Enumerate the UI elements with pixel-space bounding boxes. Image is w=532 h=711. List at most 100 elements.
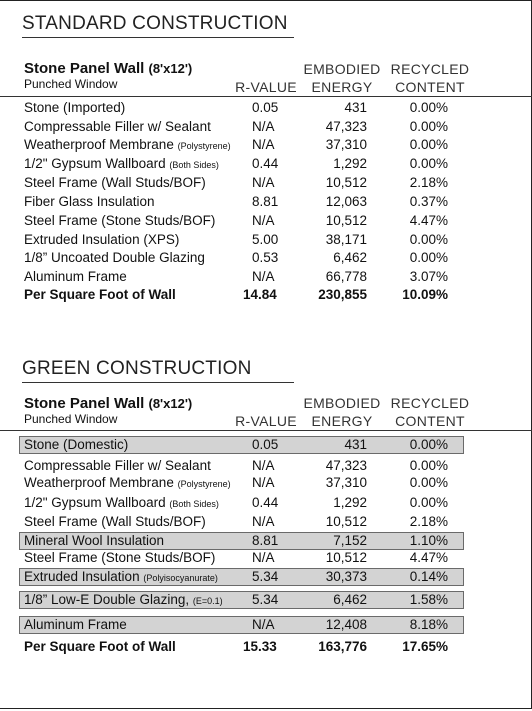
header-rule [0, 96, 532, 97]
highlight-band [19, 616, 464, 634]
highlight-band [19, 568, 464, 586]
table-row-highlighted: Stone (Domestic) 0.05 431 0.00% [0, 436, 532, 454]
table-row-highlighted: Mineral Wool Insulation 8.81 7,152 1.10% [0, 532, 532, 550]
material-name: Extruded Insulation (XPS) [24, 232, 180, 247]
col-header-rvalue: R-VALUE [235, 413, 297, 429]
embodied-energy: 10,512 [325, 175, 367, 190]
total-recycled-content: 10.09% [402, 287, 448, 302]
recycled-content: 0.37% [409, 194, 448, 209]
r-value: 0.44 [252, 156, 279, 171]
recycled-content: 0.00% [409, 495, 448, 510]
table-row: Stone (Imported) 0.05 431 0.00% [0, 99, 532, 117]
recycled-content: 0.00% [409, 232, 448, 247]
embodied-energy: 10,512 [325, 550, 367, 565]
material-name: 1/2" Gypsum Wallboard (Both Sides) [24, 156, 219, 171]
table-row: Compressable Filler w/ Sealant N/A 47,32… [0, 457, 532, 475]
recycled-content: 0.00% [409, 250, 448, 265]
col-header-energy: ENERGY [311, 413, 373, 429]
col-header-embodied: EMBODIED [303, 61, 381, 77]
material-name: Steel Frame (Wall Studs/BOF) [24, 514, 206, 529]
material-name: Stone (Imported) [24, 100, 126, 115]
highlight-band [19, 436, 464, 454]
material-note: (Polystyrene) [177, 141, 231, 151]
r-value: N/A [252, 550, 275, 565]
wall-dimensions: (8'x12') [148, 396, 193, 411]
recycled-content: 0.00% [409, 119, 448, 134]
col-header-content: CONTENT [395, 413, 465, 429]
r-value: N/A [252, 213, 275, 228]
material-name: Steel Frame (Wall Studs/BOF) [24, 175, 206, 190]
recycled-content: 0.00% [409, 137, 448, 152]
col-header-recycled: RECYCLED [390, 61, 470, 77]
table-row-highlighted: 1/8” Low-E Double Glazing, (E=0.1) 5.34 … [0, 591, 532, 609]
embodied-energy: 47,323 [325, 458, 367, 473]
wall-type-heading: Stone Panel Wall (8'x12') [24, 60, 192, 77]
col-header-recycled: RECYCLED [390, 395, 470, 411]
material-name: Compressable Filler w/ Sealant [24, 458, 211, 473]
table-row-highlighted: Extruded Insulation (Polyisocyanurate) 5… [0, 568, 532, 586]
r-value: 0.05 [252, 437, 279, 452]
table-row: Weatherproof Membrane (Polystyrene) N/A … [0, 474, 532, 492]
material-name: Weatherproof Membrane (Polystyrene) [24, 475, 231, 490]
material-name: Extruded Insulation (Polyisocyanurate) [24, 569, 218, 584]
table-row: Aluminum Frame N/A 66,778 3.07% [0, 268, 532, 286]
recycled-content: 1.10% [409, 533, 448, 548]
page-bottom-border [0, 708, 532, 709]
material-name: Fiber Glass Insulation [24, 194, 155, 209]
r-value: N/A [252, 514, 275, 529]
table-row: Steel Frame (Stone Studs/BOF) N/A 10,512… [0, 212, 532, 230]
col-header-embodied: EMBODIED [303, 395, 381, 411]
embodied-energy: 6,462 [333, 592, 367, 607]
r-value: 0.44 [252, 495, 279, 510]
recycled-content: 0.00% [409, 100, 448, 115]
table-row: 1/8” Uncoated Double Glazing 0.53 6,462 … [0, 249, 532, 267]
embodied-energy: 10,512 [325, 514, 367, 529]
r-value: 8.81 [252, 194, 279, 209]
recycled-content: 2.18% [409, 175, 448, 190]
embodied-energy: 38,171 [325, 232, 367, 247]
total-label: Per Square Foot of Wall [24, 287, 176, 302]
total-row: Per Square Foot of Wall 14.84 230,855 10… [0, 286, 532, 304]
material-name: Weatherproof Membrane (Polystyrene) [24, 137, 231, 152]
r-value: 5.34 [252, 592, 279, 607]
col-header-rvalue: R-VALUE [235, 79, 297, 95]
r-value: N/A [252, 175, 275, 190]
section-title: GREEN CONSTRUCTION [22, 358, 252, 379]
total-r-value: 15.33 [243, 639, 277, 654]
wall-type-label: Stone Panel Wall [24, 395, 145, 412]
page-top-border [0, 0, 532, 1]
r-value: 8.81 [252, 533, 279, 548]
table-row: 1/2" Gypsum Wallboard (Both Sides) 0.44 … [0, 155, 532, 173]
recycled-content: 0.14% [409, 569, 448, 584]
table-row: Fiber Glass Insulation 8.81 12,063 0.37% [0, 193, 532, 211]
col-header-energy: ENERGY [311, 79, 373, 95]
material-name: Stone (Domestic) [24, 437, 129, 452]
r-value: 0.53 [252, 250, 279, 265]
r-value: N/A [252, 269, 275, 284]
table-row-highlighted: Aluminum Frame N/A 12,408 8.18% [0, 616, 532, 634]
recycled-content: 0.00% [409, 156, 448, 171]
wall-dimensions: (8'x12') [148, 61, 193, 76]
material-name: 1/2" Gypsum Wallboard (Both Sides) [24, 495, 219, 510]
title-underline [22, 382, 294, 383]
embodied-energy: 37,310 [325, 475, 367, 490]
total-r-value: 14.84 [243, 287, 277, 302]
table-row: Steel Frame (Stone Studs/BOF) N/A 10,512… [0, 549, 532, 567]
embodied-energy: 431 [344, 100, 367, 115]
wall-type-label: Stone Panel Wall [24, 60, 145, 77]
section-title: STANDARD CONSTRUCTION [22, 13, 288, 34]
embodied-energy: 1,292 [333, 156, 367, 171]
col-header-content: CONTENT [395, 79, 465, 95]
total-row: Per Square Foot of Wall 15.33 163,776 17… [0, 638, 532, 656]
window-type-label: Punched Window [24, 412, 118, 426]
r-value: N/A [252, 119, 275, 134]
material-note: (Both Sides) [169, 160, 219, 170]
embodied-energy: 66,778 [325, 269, 367, 284]
total-embodied-energy: 163,776 [318, 639, 367, 654]
table-row: Steel Frame (Wall Studs/BOF) N/A 10,512 … [0, 513, 532, 531]
material-name: Aluminum Frame [24, 269, 127, 284]
recycled-content: 4.47% [409, 550, 448, 565]
recycled-content: 1.58% [409, 592, 448, 607]
total-recycled-content: 17.65% [402, 639, 448, 654]
recycled-content: 0.00% [409, 475, 448, 490]
